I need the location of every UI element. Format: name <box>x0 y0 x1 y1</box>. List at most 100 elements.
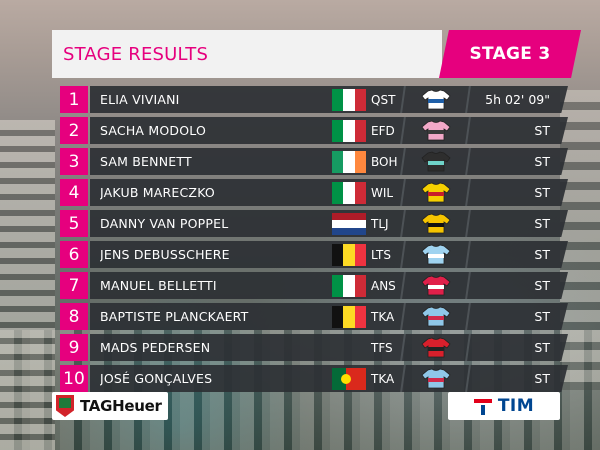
tag-heuer-logo: TAGHeuer <box>52 392 168 420</box>
team-jersey-icon <box>421 213 451 234</box>
team-code: BOH <box>371 154 398 169</box>
position-badge: 5 <box>60 210 88 237</box>
result-row: 9 MADS PEDERSEN TFS ST <box>52 332 582 363</box>
position-badge: 9 <box>60 334 88 361</box>
position-badge: 1 <box>60 86 88 113</box>
flag-italy-icon <box>332 89 366 111</box>
divider <box>465 303 471 330</box>
rider-name: SACHA MODOLO <box>100 123 206 138</box>
background-buildings-right <box>560 90 600 390</box>
divider <box>465 148 471 175</box>
rider-name: MADS PEDERSEN <box>100 340 211 355</box>
tim-logo: TIM <box>448 392 560 420</box>
finish-time: ST <box>534 154 550 169</box>
position-badge: 3 <box>60 148 88 175</box>
result-row: 2 SACHA MODOLO EFD ST <box>52 115 582 146</box>
results-header: STAGE RESULTS <box>52 30 442 78</box>
result-row-body: BAPTISTE PLANCKAERT TKA ST <box>90 303 568 330</box>
team-code: TFS <box>371 340 393 355</box>
team-jersey-icon <box>421 151 451 172</box>
team-jersey-icon <box>421 368 451 389</box>
team-code: TKA <box>371 309 395 324</box>
flag-italy-icon <box>332 182 366 204</box>
divider <box>465 86 471 113</box>
finish-time: ST <box>534 371 550 386</box>
tag-heuer-wordmark: TAGHeuer <box>80 397 162 415</box>
team-code: EFD <box>371 123 395 138</box>
flag-netherlands-icon <box>332 213 366 235</box>
team-code: ANS <box>371 278 396 293</box>
result-row-body: MADS PEDERSEN TFS ST <box>90 334 568 361</box>
result-row: 10 JOSÉ GONÇALVES TKA ST <box>52 363 582 394</box>
position-badge: 4 <box>60 179 88 206</box>
results-table: 1 ELIA VIVIANI QST 5h 02' 09" 2 SACHA MO… <box>52 84 582 394</box>
tim-wordmark: TIM <box>497 396 535 416</box>
result-row: 8 BAPTISTE PLANCKAERT TKA ST <box>52 301 582 332</box>
rider-name: JENS DEBUSSCHERE <box>100 247 230 262</box>
stage-label: STAGE 3 <box>469 44 551 64</box>
result-row-body: MANUEL BELLETTI ANS ST <box>90 272 568 299</box>
result-row: 3 SAM BENNETT BOH ST <box>52 146 582 177</box>
result-row: 1 ELIA VIVIANI QST 5h 02' 09" <box>52 84 582 115</box>
result-row-body: JAKUB MARECZKO WIL ST <box>90 179 568 206</box>
flag-belgium-icon <box>332 244 366 266</box>
result-row: 4 JAKUB MARECZKO WIL ST <box>52 177 582 208</box>
finish-time: ST <box>534 278 550 293</box>
result-row-body: ELIA VIVIANI QST 5h 02' 09" <box>90 86 568 113</box>
flag-belgium-icon <box>332 306 366 328</box>
divider <box>465 179 471 206</box>
rider-name: MANUEL BELLETTI <box>100 278 217 293</box>
finish-time: ST <box>534 123 550 138</box>
rider-name: SAM BENNETT <box>100 154 192 169</box>
team-code: WIL <box>371 185 394 200</box>
tag-heuer-shield-icon <box>56 395 74 417</box>
finish-time: 5h 02' 09" <box>485 92 550 107</box>
team-jersey-icon <box>421 89 451 110</box>
flag-italy-icon <box>332 120 366 142</box>
position-badge: 6 <box>60 241 88 268</box>
finish-time: ST <box>534 309 550 324</box>
divider <box>465 210 471 237</box>
rider-name: BAPTISTE PLANCKAERT <box>100 309 249 324</box>
finish-time: ST <box>534 185 550 200</box>
team-code: TKA <box>371 371 395 386</box>
flag-portugal-icon <box>332 368 366 390</box>
divider <box>465 334 471 361</box>
team-jersey-icon <box>421 306 451 327</box>
team-jersey-icon <box>421 337 451 358</box>
flag-ireland-icon <box>332 151 366 173</box>
result-row-body: SACHA MODOLO EFD ST <box>90 117 568 144</box>
team-jersey-icon <box>421 120 451 141</box>
divider <box>465 365 471 392</box>
result-row-body: JENS DEBUSSCHERE LTS ST <box>90 241 568 268</box>
result-row-body: SAM BENNETT BOH ST <box>90 148 568 175</box>
result-row-body: DANNY VAN POPPEL TLJ ST <box>90 210 568 237</box>
result-row: 5 DANNY VAN POPPEL TLJ ST <box>52 208 582 239</box>
position-badge: 8 <box>60 303 88 330</box>
finish-time: ST <box>534 247 550 262</box>
rider-name: JAKUB MARECZKO <box>100 185 215 200</box>
team-code: TLJ <box>371 216 389 231</box>
rider-name: ELIA VIVIANI <box>100 92 180 107</box>
result-row: 6 JENS DEBUSSCHERE LTS ST <box>52 239 582 270</box>
page-title: STAGE RESULTS <box>63 43 209 65</box>
position-badge: 7 <box>60 272 88 299</box>
finish-time: ST <box>534 216 550 231</box>
divider <box>465 117 471 144</box>
team-jersey-icon <box>421 244 451 265</box>
position-badge: 2 <box>60 117 88 144</box>
team-jersey-icon <box>421 182 451 203</box>
background-buildings-left <box>0 120 55 450</box>
divider <box>465 272 471 299</box>
team-code: QST <box>371 92 396 107</box>
team-code: LTS <box>371 247 391 262</box>
tim-t-icon <box>473 397 492 415</box>
divider <box>465 241 471 268</box>
rider-name: DANNY VAN POPPEL <box>100 216 229 231</box>
stage-badge: STAGE 3 <box>439 30 581 78</box>
result-row-body: JOSÉ GONÇALVES TKA ST <box>90 365 568 392</box>
rider-name: JOSÉ GONÇALVES <box>100 371 213 386</box>
flag-italy-icon <box>332 275 366 297</box>
team-jersey-icon <box>421 275 451 296</box>
result-row: 7 MANUEL BELLETTI ANS ST <box>52 270 582 301</box>
